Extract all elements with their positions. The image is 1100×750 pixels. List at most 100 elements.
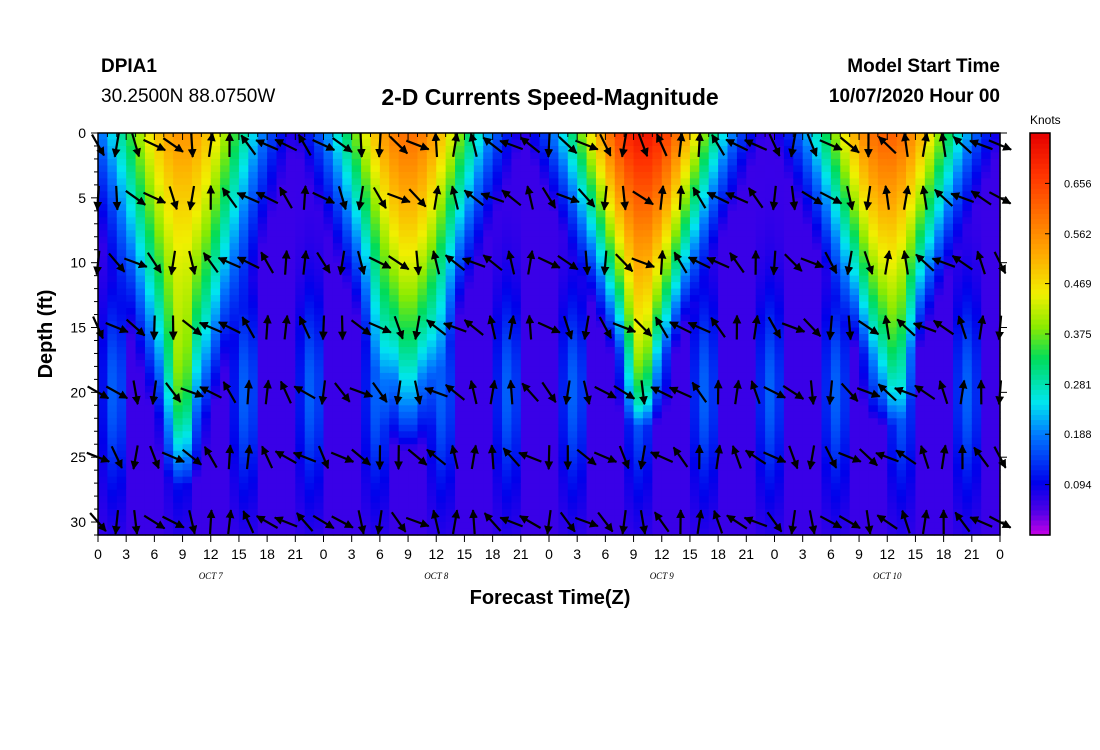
heat-cell	[210, 184, 221, 192]
heat-cell	[821, 528, 832, 536]
heat-cell	[708, 366, 719, 374]
heat-cell	[201, 366, 212, 374]
heat-cell	[577, 249, 588, 257]
heat-cell	[267, 139, 278, 147]
heat-cell	[116, 359, 127, 368]
heat-cell	[276, 470, 287, 478]
heat-cell	[614, 197, 625, 205]
heat-cell	[398, 398, 409, 406]
heat-cell	[567, 470, 578, 478]
heat-cell	[492, 158, 503, 167]
heat-cell	[492, 321, 503, 329]
heat-cell	[285, 450, 296, 458]
heat-cell	[389, 359, 400, 368]
heat-cell	[595, 496, 606, 504]
heat-cell	[755, 444, 766, 452]
heat-cell	[614, 184, 625, 192]
heat-cell	[163, 444, 174, 452]
heat-cell	[398, 496, 409, 504]
heat-cell	[736, 210, 747, 218]
heat-cell	[549, 145, 559, 154]
heat-cell	[699, 392, 710, 400]
heat-cell	[699, 282, 710, 290]
heat-cell	[191, 314, 202, 322]
heat-cell	[473, 470, 484, 478]
heat-cell	[539, 509, 550, 517]
heat-cell	[755, 171, 766, 179]
heat-cell	[849, 184, 860, 192]
heat-cell	[558, 288, 569, 296]
heat-cell	[323, 470, 334, 478]
heat-cell	[389, 444, 400, 452]
heat-cell	[361, 470, 372, 478]
heat-cell	[361, 236, 372, 244]
heat-cell	[483, 509, 494, 517]
heat-cell	[426, 314, 437, 322]
heat-cell	[182, 282, 193, 290]
heat-cell	[755, 275, 766, 283]
heat-cell	[661, 236, 672, 244]
heat-cell	[539, 171, 550, 179]
heat-cell	[257, 483, 268, 491]
heat-cell	[558, 528, 569, 536]
heat-cell	[445, 424, 456, 432]
heat-cell	[314, 470, 325, 478]
heat-cell	[727, 496, 738, 504]
heat-cell	[699, 457, 710, 465]
heat-cell	[718, 334, 729, 342]
heat-cell	[511, 424, 522, 432]
heat-cell	[229, 340, 240, 348]
heat-cell	[502, 236, 513, 244]
heat-cell	[295, 398, 306, 406]
heat-cell	[558, 515, 569, 523]
heat-cell	[783, 353, 794, 361]
heat-cell	[126, 301, 137, 309]
heat-cell	[812, 243, 823, 251]
heat-cell	[116, 321, 127, 329]
heat-cell	[436, 178, 447, 186]
heat-cell	[379, 191, 390, 199]
heat-cell	[586, 502, 597, 510]
heat-cell	[567, 171, 578, 179]
heat-cell	[793, 385, 804, 393]
heat-cell	[445, 262, 456, 270]
heat-cell	[577, 489, 588, 497]
heat-cell	[173, 340, 184, 348]
heat-cell	[539, 301, 550, 309]
heat-cell	[464, 139, 475, 147]
heat-cell	[549, 515, 559, 523]
heat-cell	[567, 509, 578, 517]
heat-cell	[267, 372, 278, 380]
heat-cell	[417, 321, 428, 329]
heat-cell	[304, 353, 315, 361]
heat-cell	[154, 476, 165, 484]
heat-cell	[492, 308, 503, 316]
heat-cell	[191, 145, 202, 154]
heat-cell	[483, 230, 494, 238]
heat-cell	[267, 223, 278, 231]
heat-cell	[539, 204, 550, 212]
heat-cell	[464, 334, 475, 342]
heat-cell	[107, 230, 118, 238]
heat-cell	[154, 236, 165, 244]
heat-cell	[812, 217, 823, 225]
heat-cell	[98, 366, 108, 374]
heat-cell	[502, 184, 513, 192]
heat-cell	[342, 178, 353, 186]
heat-cell	[520, 359, 531, 368]
heat-cell	[765, 483, 776, 491]
heat-cell	[436, 139, 447, 147]
heat-cell	[389, 197, 400, 205]
heat-cell	[652, 418, 663, 426]
heat-cell	[285, 243, 296, 251]
heat-cell	[285, 340, 296, 348]
heat-cell	[727, 424, 738, 432]
heat-cell	[708, 178, 719, 186]
heat-cell	[765, 152, 776, 160]
heat-cell	[652, 489, 663, 497]
heat-cell	[417, 243, 428, 251]
heat-cell	[793, 431, 804, 439]
heat-cell	[417, 178, 428, 186]
heat-cell	[783, 509, 794, 517]
heat-cell	[558, 282, 569, 290]
